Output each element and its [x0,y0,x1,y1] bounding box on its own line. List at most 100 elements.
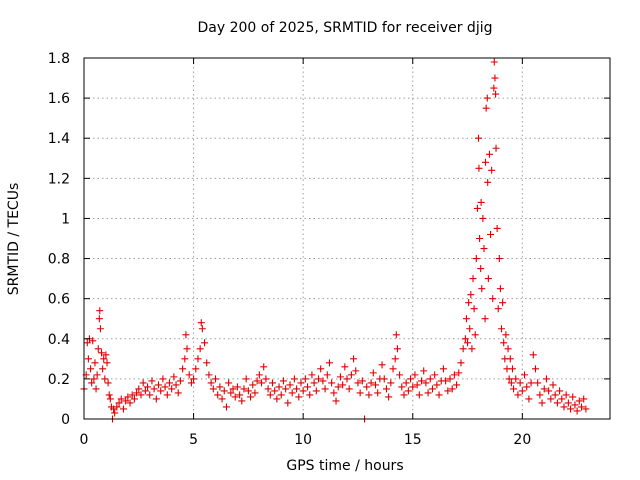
data-point [152,395,160,403]
data-point [462,315,470,323]
data-point [84,355,92,363]
data-point [485,150,493,158]
data-point [556,387,564,395]
data-point [482,158,490,166]
x-tick-label: 15 [404,432,422,448]
data-point [295,393,303,401]
data-point [475,164,483,172]
data-point [172,381,180,389]
data-point [185,371,193,379]
x-tick-label: 0 [80,432,89,448]
y-tick-label: 0 [61,412,70,428]
data-point [483,94,491,102]
data-point [83,339,91,347]
data-point [198,325,206,333]
data-point [282,385,290,393]
data-point [339,381,347,389]
data-point [562,391,570,399]
data-point [540,385,548,393]
data-point [244,387,252,395]
data-point [468,345,476,353]
data-point [477,265,485,273]
data-point [299,387,307,395]
data-point [306,391,314,399]
data-point [424,389,432,397]
data-point [293,385,301,393]
data-point [141,387,149,395]
data-point [512,375,520,383]
data-point [492,90,500,98]
data-point [336,373,344,381]
data-point [538,399,546,407]
data-point [96,307,104,315]
data-point [201,339,209,347]
data-point [564,399,572,407]
data-point [475,134,482,142]
data-point [481,315,489,323]
data-point [103,359,111,367]
data-point [415,391,423,399]
data-point [387,379,395,387]
data-point [426,375,434,383]
data-point [536,391,544,399]
data-point [218,395,226,403]
data-point [181,355,189,363]
data-point [459,345,467,353]
data-point [542,375,550,383]
data-point [148,377,156,385]
data-point [479,214,487,222]
data-point [286,381,294,389]
data-point [207,379,215,387]
data-point [499,299,507,307]
data-point [94,345,102,353]
data-point [365,391,373,399]
data-point [453,381,461,389]
data-point [466,325,474,333]
data-point [382,385,390,393]
data-point [253,377,261,385]
data-point [128,391,136,399]
data-point [111,409,119,417]
data-point [101,375,109,383]
data-point [473,204,481,212]
data-point [411,371,419,379]
data-point [277,391,285,399]
data-point [369,369,377,377]
data-point [455,369,463,377]
data-point [374,389,382,397]
data-point [442,377,450,385]
data-point [343,375,351,383]
data-point [498,325,506,333]
data-point [124,393,132,401]
data-point [341,363,349,371]
data-point [251,389,259,397]
data-point [392,331,400,339]
data-point [489,295,497,303]
data-point [404,387,412,395]
data-point [571,401,579,409]
data-point [87,365,95,373]
data-point [457,359,465,367]
chart-title: Day 200 of 2025, SRMTID for receiver dji… [198,20,493,36]
data-point [115,399,123,407]
data-point [168,385,176,393]
data-point [315,375,323,383]
data-point [504,345,512,353]
data-point [407,375,415,383]
data-point [262,375,270,383]
data-point [510,385,518,393]
data-point [393,345,401,353]
data-point [560,403,568,411]
data-point [569,393,577,401]
data-point [325,359,333,367]
data-point [389,365,397,373]
data-point [476,235,484,242]
data-point [435,391,443,399]
data-point [212,375,219,383]
data-point [135,385,143,393]
data-point [197,319,205,327]
data-point [467,291,475,299]
data-point [332,397,340,405]
data-point [378,361,386,369]
data-point [534,379,542,387]
